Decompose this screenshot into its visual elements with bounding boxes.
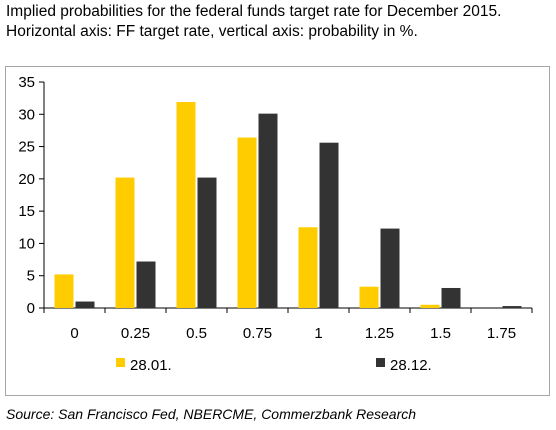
y-tick-label: 0	[27, 300, 35, 317]
bar-series-2-2812-cat-3	[258, 113, 278, 308]
bar-series-2-2812-cat-0	[75, 301, 95, 308]
legend-swatch-series-2	[376, 358, 385, 367]
x-tick-label: 0.5	[186, 325, 207, 342]
y-tick-label: 30	[18, 106, 35, 123]
chart-frame	[5, 66, 550, 396]
bar-series-2-2812-cat-4	[319, 142, 339, 308]
x-tick-label: 1	[314, 325, 322, 342]
x-tick-label: 0.25	[121, 325, 150, 342]
legend-label-series-1: 28.01.	[130, 357, 172, 374]
bar-series-2-2812-cat-7	[502, 306, 522, 308]
y-tick-label: 5	[27, 268, 35, 285]
y-tick-label: 25	[18, 139, 35, 156]
bar-series-1-2801-cat-0	[54, 274, 74, 308]
chart-title: Implied probabilities for the federal fu…	[6, 3, 502, 40]
y-tick-label: 15	[18, 203, 35, 220]
x-axis: 0 0.25 0.5 0.75 1 1.25 1.5 1.75	[43, 307, 533, 342]
bar-series-2-2812-cat-6	[441, 287, 461, 308]
x-tick-label: 0	[70, 325, 78, 342]
bar-series-2-2812-cat-5	[380, 228, 400, 308]
x-tick-label: 0.75	[243, 325, 272, 342]
legend: 28.01. 28.12.	[116, 357, 432, 374]
x-tick-label: 1.75	[487, 325, 516, 342]
bars-group	[54, 102, 522, 308]
source-note: Source: San Francisco Fed, NBERCME, Comm…	[6, 406, 417, 422]
bar-series-2-2812-cat-2	[197, 177, 217, 308]
bar-series-2-2812-cat-1	[136, 261, 156, 308]
bar-series-1-2801-cat-6	[420, 304, 440, 308]
x-tick-label: 1.5	[430, 325, 451, 342]
bar-series-1-2801-cat-2	[176, 102, 196, 308]
y-axis: 0 5 10 15 20 25 30 35	[18, 74, 45, 317]
y-tick-label: 20	[18, 171, 35, 188]
bar-series-1-2801-cat-5	[359, 286, 379, 308]
bar-series-1-2801-cat-1	[115, 177, 135, 308]
legend-label-series-2: 28.12.	[390, 357, 432, 374]
bar-series-1-2801-cat-3	[237, 137, 257, 308]
y-tick-label: 10	[18, 235, 35, 252]
legend-swatch-series-1	[116, 358, 125, 367]
bar-series-1-2801-cat-4	[298, 227, 318, 308]
y-tick-label: 35	[18, 74, 35, 91]
x-tick-label: 1.25	[365, 325, 394, 342]
